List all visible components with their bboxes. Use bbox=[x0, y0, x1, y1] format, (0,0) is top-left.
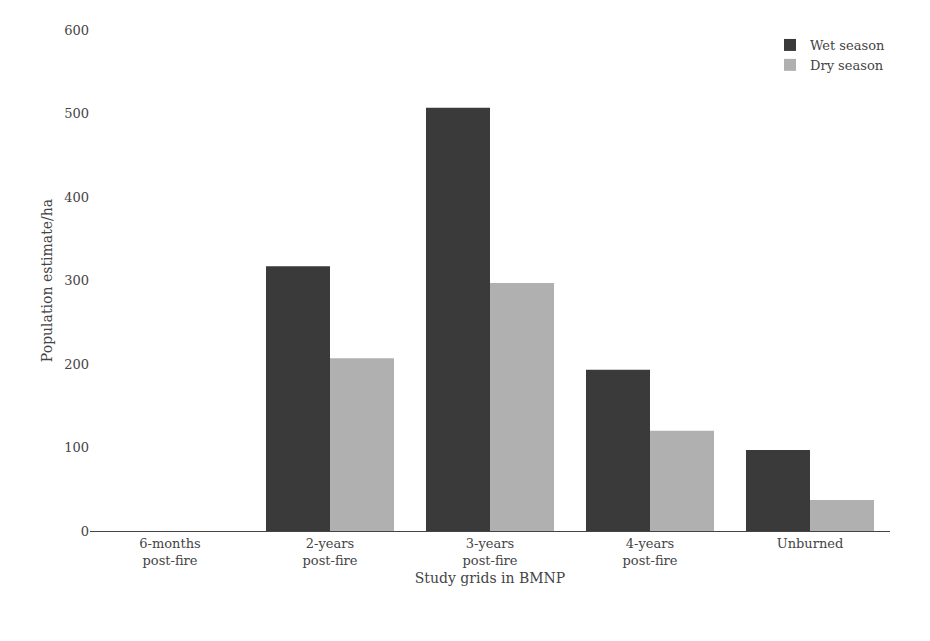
svg-text:3-yearspost-fire: 3-yearspost-fire bbox=[462, 536, 517, 568]
svg-text:0: 0 bbox=[81, 524, 89, 539]
svg-text:500: 500 bbox=[64, 106, 89, 121]
svg-text:400: 400 bbox=[64, 190, 89, 205]
svg-text:Population estimate/ha: Population estimate/ha bbox=[39, 199, 55, 362]
svg-text:Study grids in BMNP: Study grids in BMNP bbox=[415, 570, 566, 586]
svg-text:Unburned: Unburned bbox=[777, 536, 844, 551]
svg-text:Dry season: Dry season bbox=[810, 58, 884, 73]
svg-text:6-monthspost-fire: 6-monthspost-fire bbox=[139, 536, 200, 568]
svg-text:200: 200 bbox=[64, 357, 89, 372]
svg-text:2-yearspost-fire: 2-yearspost-fire bbox=[302, 536, 357, 568]
svg-text:Wet season: Wet season bbox=[810, 38, 885, 53]
svg-text:4-yearspost-fire: 4-yearspost-fire bbox=[622, 536, 677, 568]
svg-text:600: 600 bbox=[64, 23, 89, 38]
svg-text:100: 100 bbox=[64, 440, 89, 455]
svg-text:300: 300 bbox=[64, 273, 89, 288]
